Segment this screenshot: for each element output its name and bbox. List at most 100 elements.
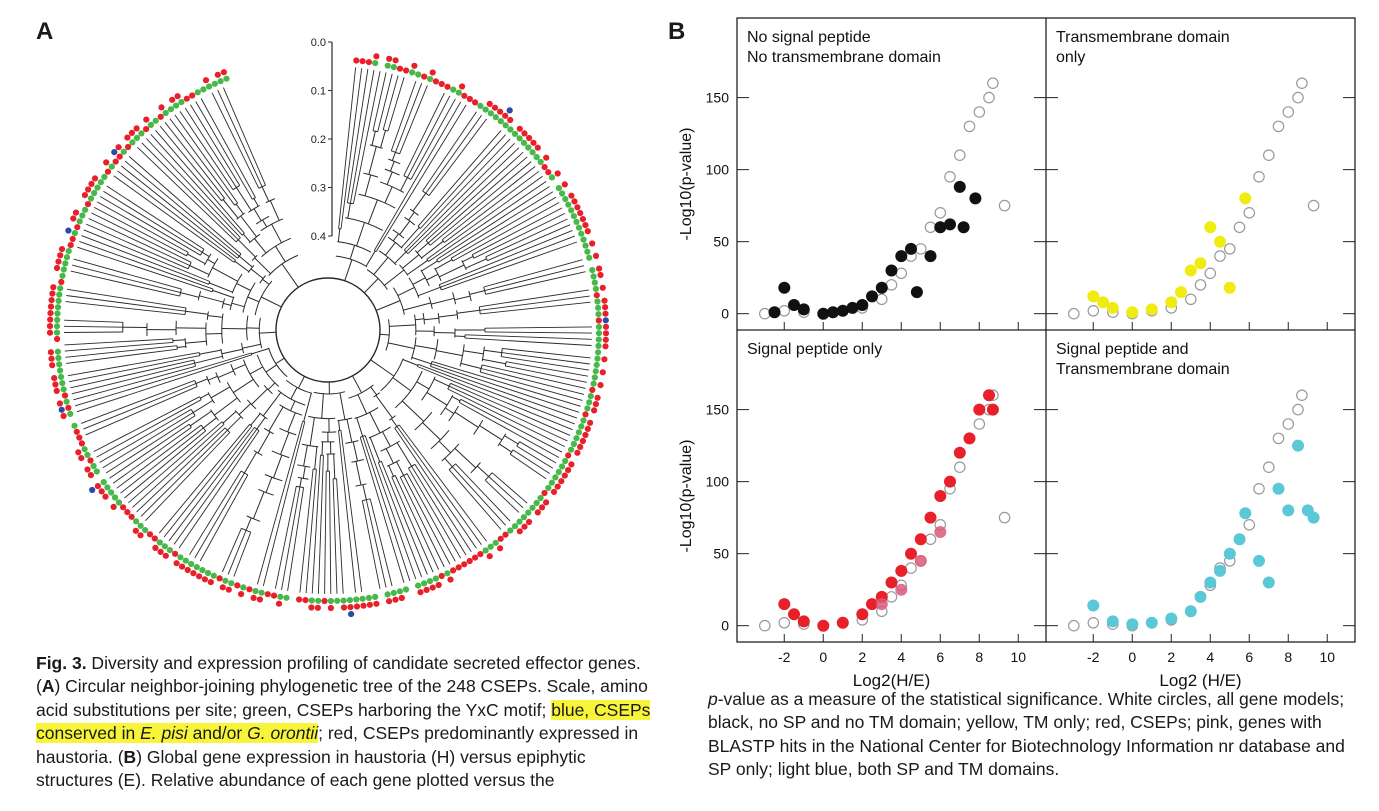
tip-dot-red [72,209,80,216]
tree-stem [375,395,393,419]
tip-dot-red [132,527,139,534]
tree-tip-branch [66,348,178,364]
tip-dot-red [571,198,578,205]
tree-stem [357,394,368,415]
tip-dot-green [359,595,366,602]
tip-dot-red [146,531,154,538]
scatter-panel-title: No signal peptide [747,29,871,46]
tree-tip-branch [65,345,177,358]
tree-clade-arc [414,314,417,336]
tip-dot-green [104,484,111,491]
tree-clade-arc [234,410,244,420]
tip-dot-red [85,186,92,193]
tip-dot-green [555,185,563,192]
tree-tip-branch [178,430,260,549]
tip-dot-red [75,449,82,456]
point-open [778,616,791,629]
tree-tip-branch [96,399,202,458]
y-tick-label: 0 [721,306,729,322]
scatter-series-pink [875,526,947,611]
tree-clade-arc [226,382,241,403]
tree-stem [259,331,277,334]
tree-clade-arc [220,348,224,359]
tree-tip-branch [105,415,196,474]
tree-tip-branch [159,125,222,201]
tree-stem [287,412,296,433]
tip-dot-red [157,113,164,120]
x-tick-label: -2 [1087,649,1100,665]
tip-dot-red [250,594,257,602]
scatter-panel-title: No transmembrane domain [747,49,941,66]
point-red [934,490,947,502]
tree-tip-branch [168,427,255,542]
point-black [836,304,849,317]
tip-dot-red [602,304,609,311]
tree-tip-branch [428,181,547,262]
tip-dot-blue [506,107,513,114]
tree-clade-arc [268,347,288,378]
tip-dot-green [578,230,585,237]
tip-dot-red [296,596,303,603]
scatter-panel: Signal peptide and Transmembrane domain -2… [1046,341,1355,690]
tip-dot-green [365,594,372,602]
caption-text: Diversity and expression profiling of ca… [36,653,641,697]
scale-tick-label: 0.0 [311,37,326,49]
tip-dot-red [98,488,105,495]
point-lightblue [1292,439,1304,452]
tree-tip-branch [408,467,462,559]
tree-stem [412,277,426,285]
tip-dot-green [591,374,598,381]
tree-stem [344,259,353,281]
tip-dot-red [48,297,55,304]
point-open [885,591,898,603]
tree-tip-branch [69,355,200,383]
tip-dot-red [174,93,181,100]
tree-tip-branch [431,360,581,407]
point-black [856,299,869,311]
tip-dot-green [60,386,67,393]
tip-dot-green [204,569,212,577]
caption-p-italic: p [708,689,718,709]
tip-dot-red [541,489,548,497]
tree-stem [268,406,284,432]
tip-dot-red [184,566,191,574]
point-lightblue [1233,533,1246,546]
tip-dot-red [94,483,101,490]
tip-dot-red [554,170,561,177]
tree-tip-branch [256,421,304,585]
tree-stem [199,295,224,303]
tree-tip-branch [88,218,190,266]
point-open [983,91,995,104]
tip-dot-red [534,144,541,151]
tip-dot-green [152,117,159,124]
tree-tip-branch [194,472,245,559]
tip-dot-green [578,423,585,430]
tree-tip-branch [128,156,242,255]
caption-highlight-species: E. pisi [140,723,188,744]
tree-stem [212,267,238,282]
tip-dot-green [511,523,519,530]
point-open [934,207,947,219]
tree-clade-arc [459,344,465,367]
tree-tip-branch [106,185,205,250]
point-lightblue [1106,615,1119,628]
tip-dot-red [116,153,123,160]
tree-stem [338,420,341,431]
tree-tip-branch [140,429,228,517]
tree-clade-arc [301,443,319,448]
tip-dot-green [384,591,391,598]
tree-stem [261,296,282,308]
scatter-panel: No signal peptide No transmembrane domain… [678,29,1046,330]
tip-dot-green [396,588,403,595]
tree-tip-branch [501,356,589,371]
tree-stem [253,198,259,207]
point-yellow [1106,301,1119,314]
tip-dot-red [596,265,603,272]
tree-clade-arc [369,144,383,149]
tree-tip-branch [102,412,194,469]
x-tick-label: 8 [1284,649,1292,665]
scale-tick-label: 0.2 [311,134,326,146]
tip-dot-blue [602,317,609,324]
tip-dot-red [78,440,85,447]
tree-tip-branch [441,166,536,241]
